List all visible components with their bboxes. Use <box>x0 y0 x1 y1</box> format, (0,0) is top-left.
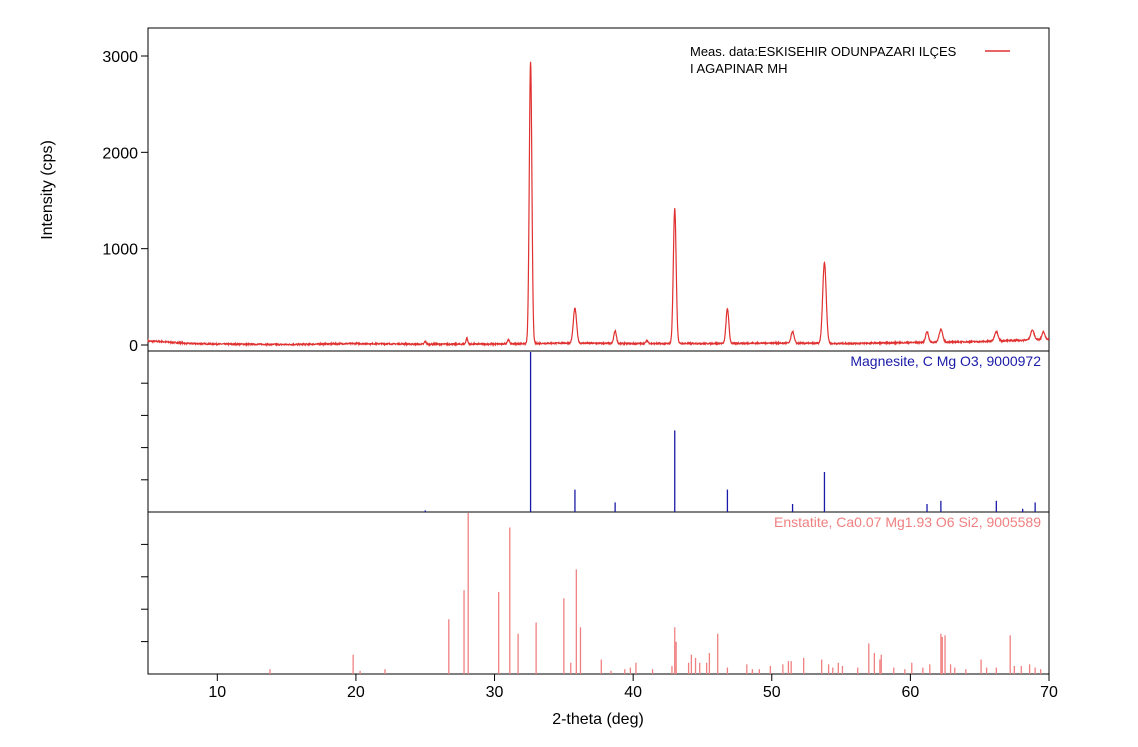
y-axis-title: Intensity (cps) <box>39 140 56 240</box>
y-axis: 0 1000 2000 3000 <box>102 49 148 355</box>
enstatite-reference-label: Enstatite, Ca0.07 Mg1.93 O6 Si2, 9005589 <box>774 514 1041 530</box>
x-tick-label: 60 <box>901 684 919 701</box>
x-tick-label: 50 <box>763 684 781 701</box>
enstatite-panel-ticks <box>141 543 148 643</box>
x-axis-title: 2-theta (deg) <box>552 711 644 728</box>
x-tick-label: 30 <box>486 684 504 701</box>
measured-panel-frame <box>147 27 1050 352</box>
y-tick-label: 0 <box>129 338 138 355</box>
magnesite-reference-label: Magnesite, C Mg O3, 9000972 <box>850 353 1041 369</box>
legend: Meas. data:ESKISEHIR ODUNPAZARI ILÇES I … <box>690 44 1010 76</box>
enstatite-reference-lines <box>269 513 1042 674</box>
magnesite-panel-frame <box>147 350 1050 513</box>
x-axis: 10 20 30 40 50 60 70 <box>208 674 1058 701</box>
legend-label-line2: I AGAPINAR MH <box>690 61 788 76</box>
magnesite-panel-ticks <box>141 382 148 481</box>
y-tick-label: 1000 <box>102 242 138 259</box>
magnesite-reference-lines <box>424 352 1036 512</box>
legend-label-line1: Meas. data:ESKISEHIR ODUNPAZARI ILÇES <box>690 44 957 59</box>
x-tick-label: 20 <box>347 684 365 701</box>
enstatite-panel-frame <box>147 511 1050 675</box>
x-tick-label: 40 <box>624 684 642 701</box>
y-tick-label: 3000 <box>102 49 138 66</box>
measured-data-line <box>147 61 1050 348</box>
x-tick-label: 70 <box>1040 684 1058 701</box>
y-tick-label: 2000 <box>102 145 138 162</box>
x-tick-label: 10 <box>208 684 226 701</box>
